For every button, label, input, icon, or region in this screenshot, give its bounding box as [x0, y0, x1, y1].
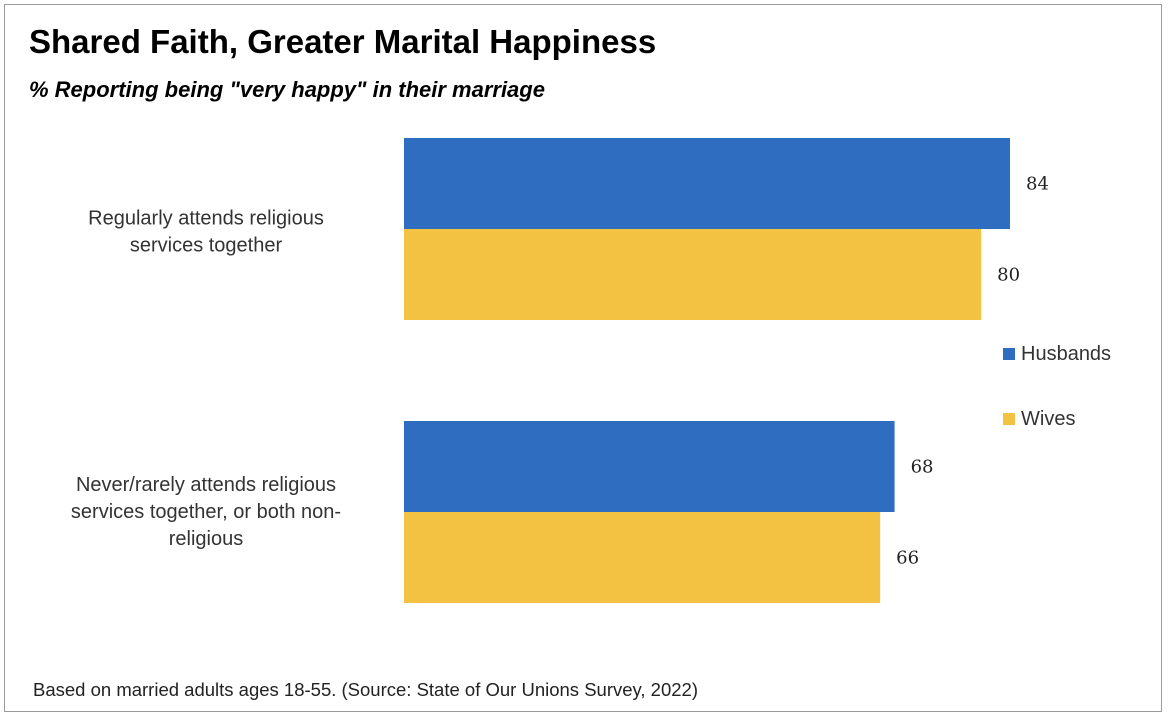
legend-swatch-wives	[1003, 413, 1015, 425]
chart-subtitle: % Reporting being "very happy" in their …	[29, 77, 545, 102]
bar-husbands	[404, 138, 1010, 229]
category-label-line: Never/rarely attends religious	[76, 474, 336, 496]
category-label-line: religious	[169, 528, 243, 550]
legend-label-wives: Wives	[1021, 408, 1075, 430]
category-label: Regularly attends religious services toge…	[88, 208, 324, 257]
data-label: 68	[911, 457, 934, 478]
data-label: 66	[896, 548, 919, 569]
bar-wives	[404, 229, 982, 320]
chart-title: Shared Faith, Greater Marital Happiness	[29, 23, 657, 60]
category-label-line: services together, or both non-	[71, 501, 341, 523]
data-label: 80	[997, 265, 1020, 286]
category-label: Never/rarely attends religious services t…	[71, 474, 341, 550]
legend-swatch-husbands	[1003, 348, 1015, 360]
bar-wives	[404, 512, 881, 603]
legend-label-husbands: Husbands	[1021, 343, 1111, 365]
bar-husbands	[404, 421, 895, 512]
data-label: 84	[1026, 174, 1049, 195]
chart-source-note: Based on married adults ages 18-55. (Sou…	[33, 679, 698, 700]
category-label-line: services together	[130, 235, 283, 257]
category-label-line: Regularly attends religious	[88, 208, 324, 230]
